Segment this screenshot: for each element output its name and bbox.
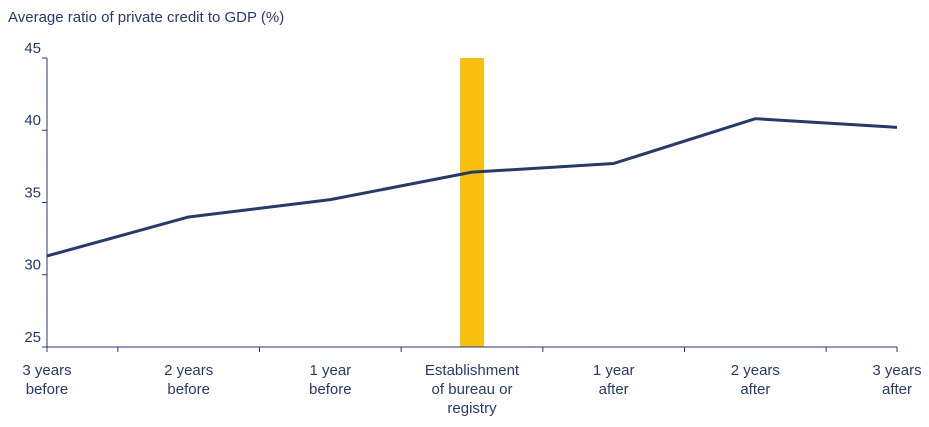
y-tick-label: 25 xyxy=(24,329,41,346)
x-tick-label: Establishment of bureau or registry xyxy=(425,362,520,417)
y-tick-label: 40 xyxy=(24,112,41,129)
event-band xyxy=(460,58,484,347)
x-tick-label: 3 years after xyxy=(872,362,921,398)
y-tick-label: 45 xyxy=(24,40,41,57)
x-tick-label: 2 years after xyxy=(731,362,780,398)
x-tick-label: 3 years before xyxy=(22,362,71,398)
data-line xyxy=(46,117,898,258)
x-tick-label: 2 years before xyxy=(164,362,213,398)
chart-title: Average ratio of private credit to GDP (… xyxy=(8,9,284,26)
x-tick-label: 1 year before xyxy=(309,362,352,398)
y-tick-label: 30 xyxy=(24,257,41,274)
y-tick-label: 35 xyxy=(24,184,41,201)
x-tick-label: 1 year after xyxy=(593,362,635,398)
